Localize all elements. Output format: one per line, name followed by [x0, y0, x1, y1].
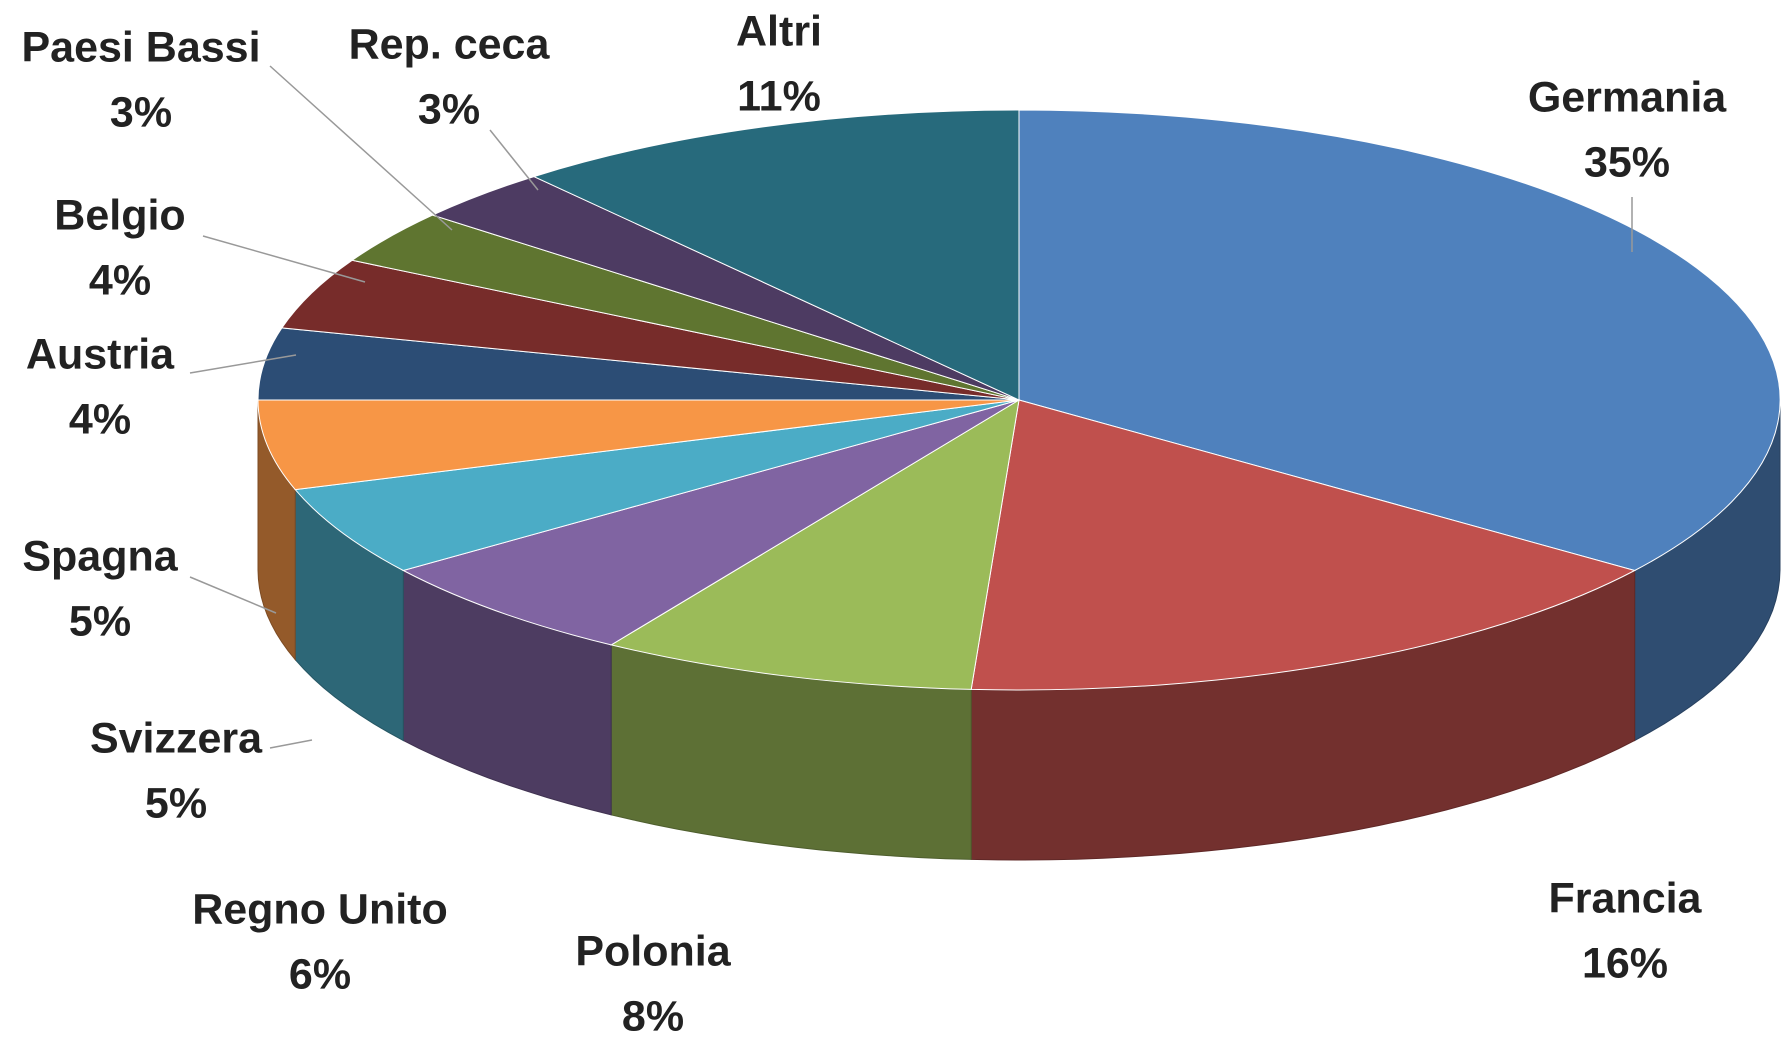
- slice-value-label: 11%: [737, 72, 821, 120]
- leader-line: [489, 129, 539, 191]
- pie-slice: [257, 399, 1020, 491]
- slice-label: Polonia: [575, 927, 731, 975]
- slice-label: Rep. ceca: [349, 20, 551, 68]
- slice-label: Austria: [26, 330, 175, 378]
- slice-label: Altri: [736, 7, 822, 55]
- leader-line: [202, 235, 366, 283]
- slice-value-label: 3%: [418, 85, 480, 133]
- pie-slice: [294, 399, 1020, 572]
- slice-value-label: 4%: [69, 395, 131, 443]
- leader-line: [189, 354, 297, 374]
- slice-label: Spagna: [22, 532, 178, 580]
- slice-value-label: 6%: [289, 950, 351, 998]
- slice-label: Svizzera: [90, 714, 263, 762]
- pie-slice: [401, 399, 1020, 646]
- slice-value-label: 35%: [1584, 138, 1670, 186]
- slice-value-label: 8%: [622, 992, 684, 1040]
- slice-value-label: 16%: [1582, 939, 1668, 987]
- slice-value-label: 5%: [145, 779, 207, 827]
- slice-label: Paesi Bassi: [21, 23, 260, 71]
- leader-line: [269, 65, 453, 231]
- pie-slice: [1018, 109, 1781, 572]
- slice-value-label: 4%: [89, 256, 151, 304]
- pie-slice: [281, 259, 1020, 401]
- pie-slice: [257, 327, 1020, 401]
- leader-line: [269, 739, 313, 749]
- slice-value-label: 3%: [110, 88, 172, 136]
- slice-label: Regno Unito: [192, 885, 448, 933]
- leader-line: [189, 576, 277, 614]
- slice-label: Francia: [1549, 874, 1703, 922]
- pie-slice: [970, 399, 1637, 691]
- slice-label: Germania: [1528, 73, 1727, 121]
- slice-label: Belgio: [54, 191, 185, 239]
- pie-slice: [532, 109, 1020, 401]
- pie-slice: [609, 399, 1020, 690]
- slice-value-label: 5%: [69, 597, 131, 645]
